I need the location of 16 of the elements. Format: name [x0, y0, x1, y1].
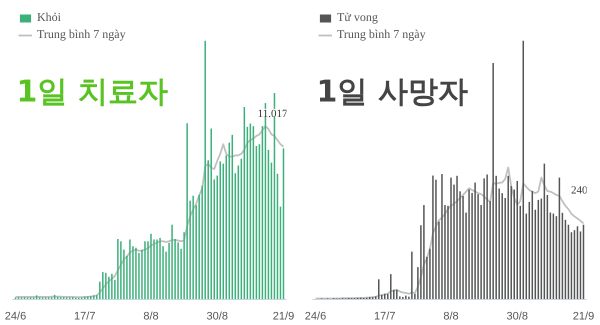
x-tick-label: 8/8	[143, 310, 159, 322]
x-tick-label: 30/8	[506, 310, 528, 322]
x-tick-label: 21/9	[572, 310, 594, 322]
x-tick-label: 30/8	[206, 310, 228, 322]
text: 1일 사망자	[316, 74, 468, 110]
x-tick-label: 17/7	[374, 310, 396, 322]
x-tick-label: 8/8	[443, 310, 459, 322]
text: 1일 치료자	[16, 74, 168, 110]
legend-label: Trung bình 7 ngày	[37, 27, 126, 42]
legend-label: Trung bình 7 ngày	[337, 27, 426, 42]
x-tick-label: 21/9	[272, 310, 294, 322]
legend-label: Khỏi	[37, 10, 61, 25]
x-tick-label: 24/6	[304, 310, 326, 322]
x-tick-label: 17/7	[74, 310, 96, 322]
x-tick-label: 24/6	[4, 310, 26, 322]
legend-label: Tử vong	[337, 10, 378, 25]
